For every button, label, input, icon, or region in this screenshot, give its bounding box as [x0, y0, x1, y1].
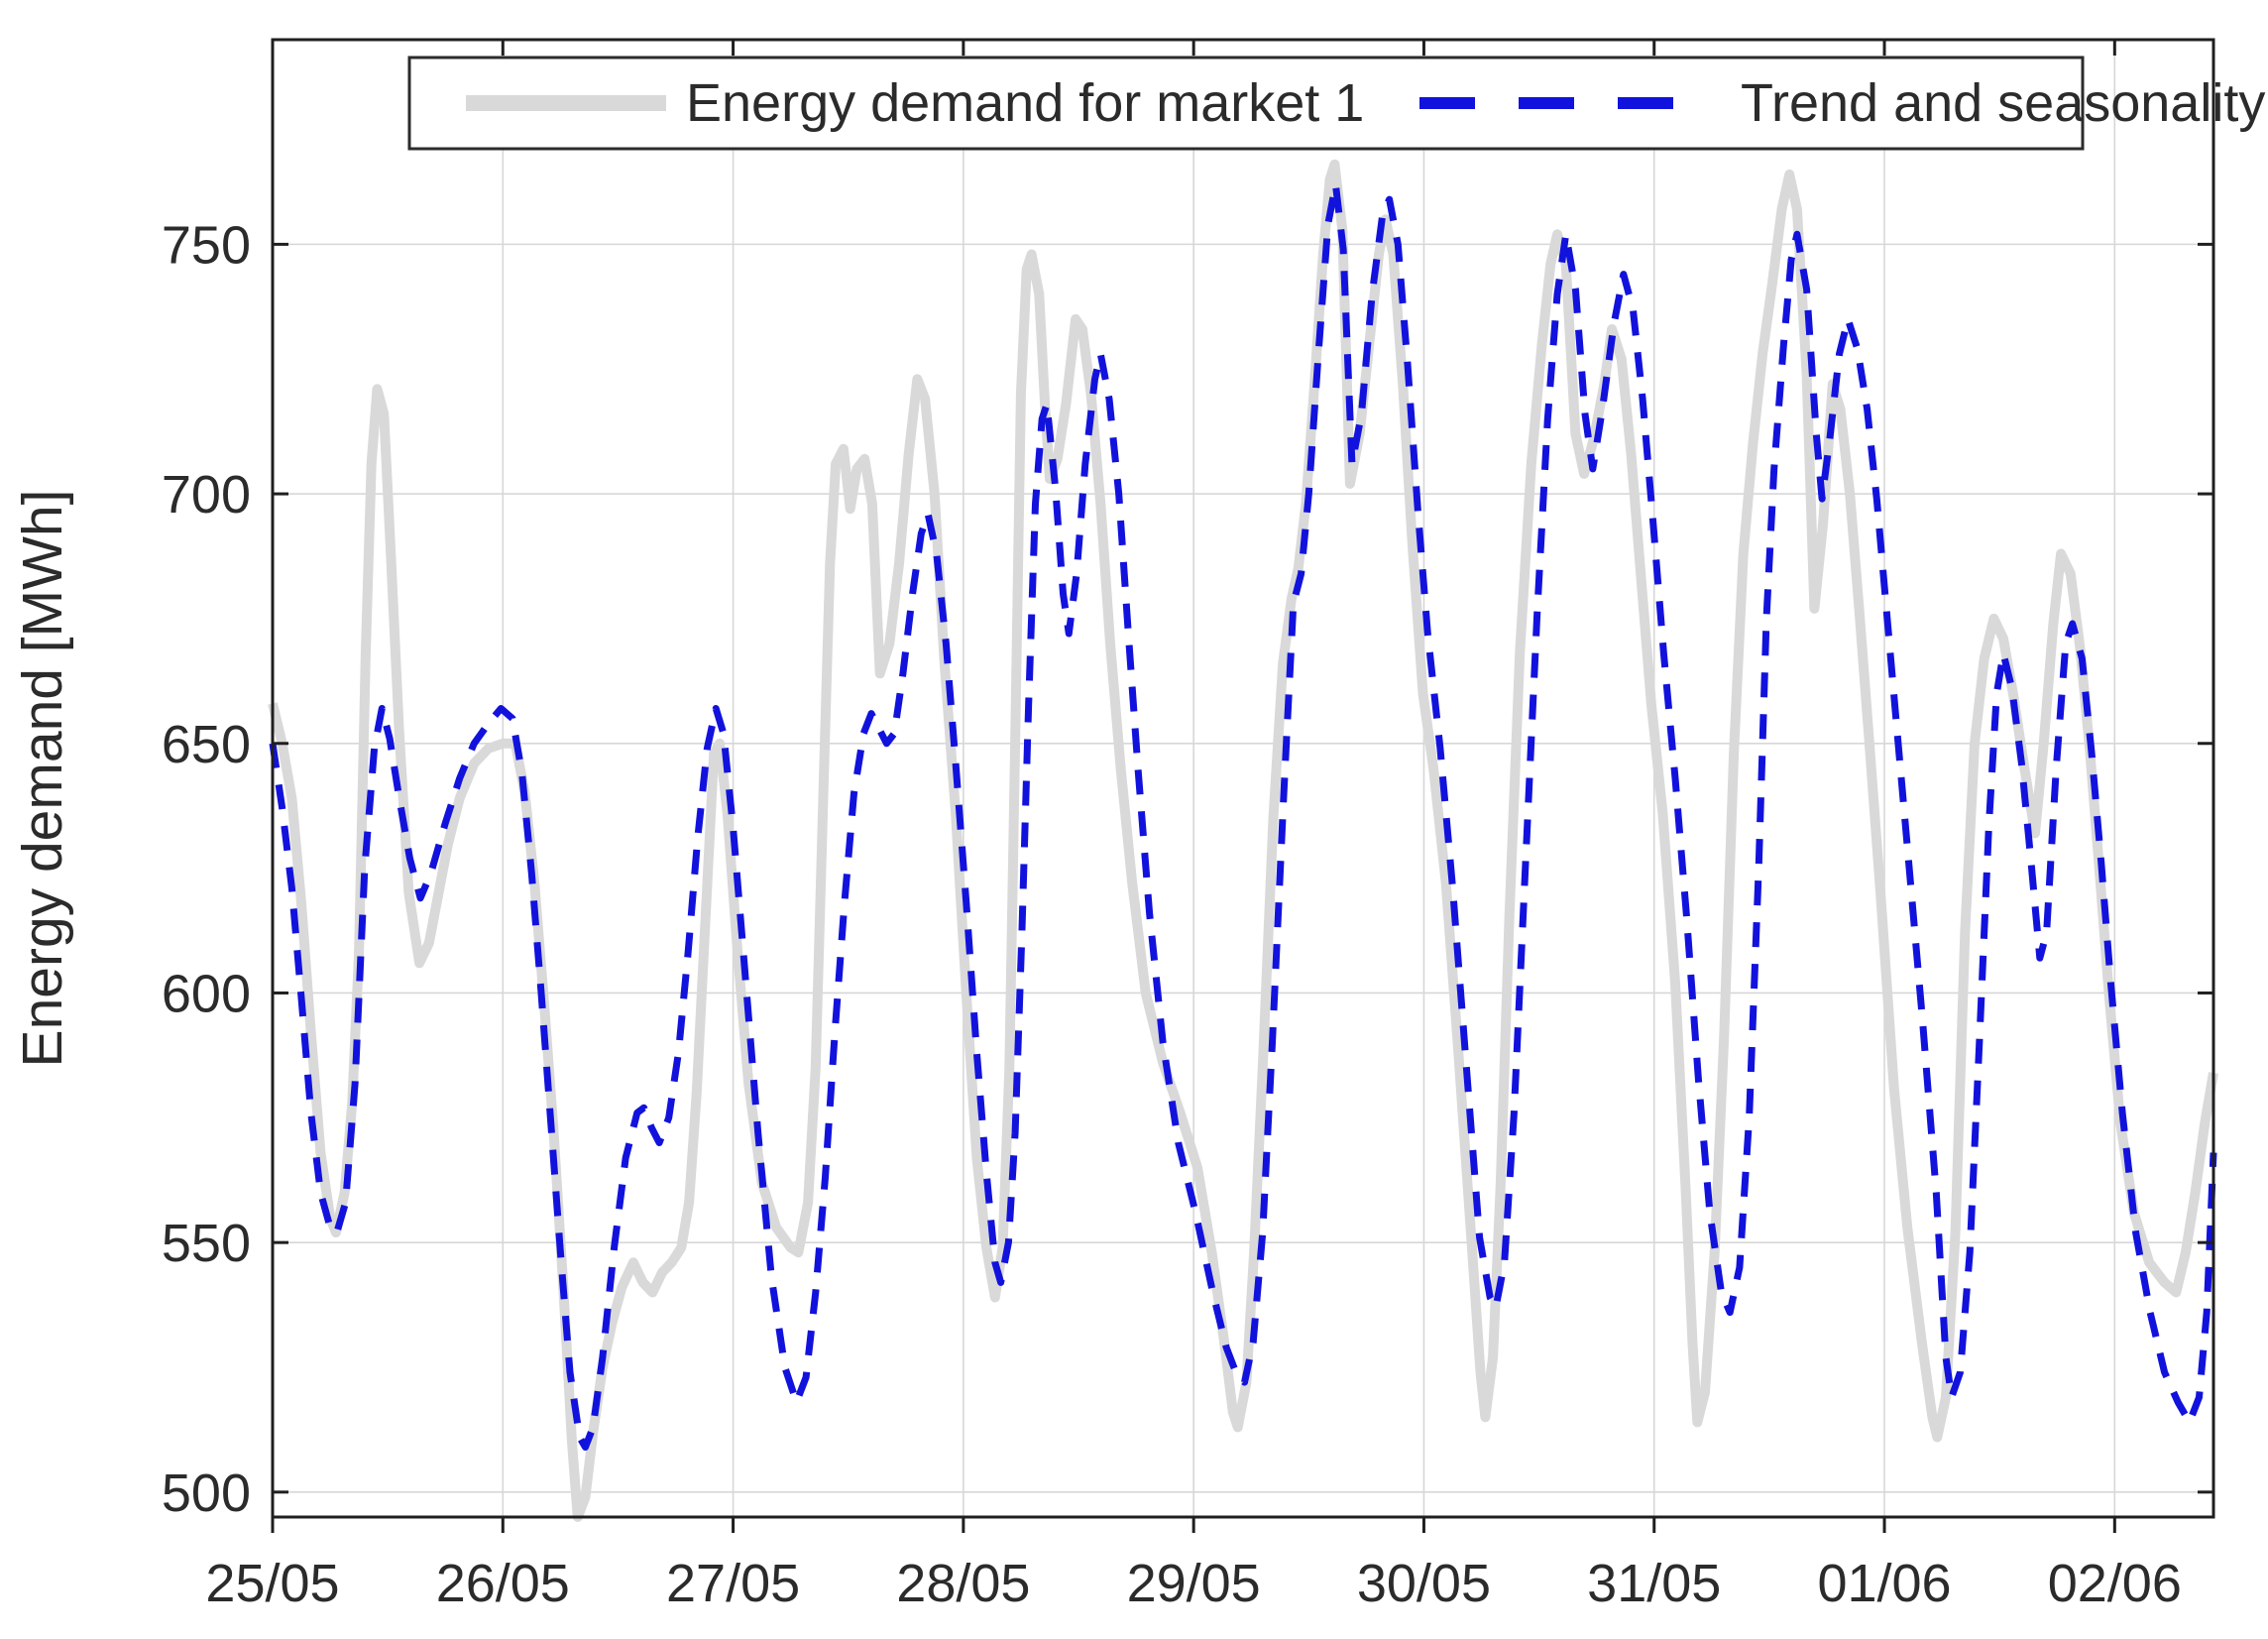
x-tick-label: 26/05: [436, 1554, 570, 1613]
y-tick-label: 750: [162, 215, 251, 275]
axis-ticks: [271, 40, 2213, 1533]
y-tick-label: 650: [162, 715, 251, 774]
data-series: [268, 159, 2218, 1522]
demand-series-line: [268, 159, 2218, 1522]
y-tick-label: 500: [162, 1463, 251, 1523]
x-tick-label: 30/05: [1357, 1554, 1491, 1613]
x-tick-label: 31/05: [1587, 1554, 1721, 1613]
legend-label-trend: Trend and seasonality: [1741, 73, 2265, 133]
legend-box: [407, 56, 2085, 151]
x-tick-label: 28/05: [896, 1554, 1030, 1613]
x-tick-labels: 25/05 26/05 27/05 28/05 29/05 30/05 31/05 01/06…: [205, 1554, 2181, 1613]
legend-label-demand: Energy demand for market 1: [686, 73, 1364, 133]
x-tick-label: 01/06: [1817, 1554, 1951, 1613]
y-axis-title: Energy demand [MWh]: [11, 490, 74, 1068]
x-tick-label: 02/06: [2048, 1554, 2182, 1613]
x-tick-label: 29/05: [1127, 1554, 1261, 1613]
y-tick-label: 550: [162, 1214, 251, 1273]
plot-area: [273, 40, 2213, 1517]
x-tick-label: 25/05: [205, 1554, 339, 1613]
y-tick-labels: 500 550 600 650 700 750: [162, 215, 251, 1522]
y-tick-label: 600: [162, 964, 251, 1023]
y-tick-label: 700: [162, 465, 251, 525]
legend: Energy demand for market 1 Trend and sea…: [407, 56, 2265, 151]
grid-lines: [272, 40, 2213, 1517]
axes-border: [271, 38, 2215, 1519]
x-tick-label: 27/05: [666, 1554, 800, 1613]
